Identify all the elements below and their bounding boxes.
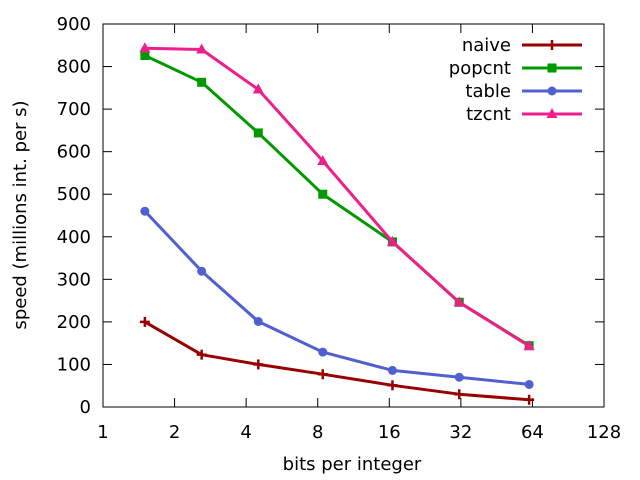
x-tick-label: 16 (378, 422, 401, 443)
y-tick-labels: 0 100 200 300 400 500 600 700 800 900 (57, 14, 91, 418)
data-point-naive (253, 359, 264, 370)
data-point-table (318, 347, 328, 357)
data-point-popcnt (318, 189, 328, 199)
legend-label-table: table (465, 81, 511, 102)
data-point-naive (139, 316, 150, 327)
y-tick-label: 0 (80, 397, 91, 418)
data-point-naive (196, 349, 207, 360)
data-point-popcnt (197, 77, 207, 87)
y-tick-label: 900 (57, 14, 91, 35)
data-point-table (387, 365, 397, 375)
data-point-tzcnt (317, 155, 329, 166)
data-point-tzcnt (196, 43, 208, 54)
x-tick-label: 2 (169, 422, 180, 443)
plot-frame (102, 23, 605, 408)
data-point-table (524, 379, 534, 389)
legend-marker-table (547, 86, 557, 96)
data-point-naive (524, 394, 535, 405)
x-tick-label: 128 (587, 422, 621, 443)
y-tick-label: 600 (57, 142, 91, 163)
series-tzcnt (139, 42, 535, 351)
legend-label-popcnt: popcnt (449, 58, 511, 79)
data-point-table (197, 266, 207, 276)
legend-marker-tzcnt (546, 108, 558, 118)
y-tick-label: 300 (57, 269, 91, 290)
y-tick-label: 500 (57, 184, 91, 205)
data-point-table (140, 206, 150, 216)
y-tick-label: 700 (57, 99, 91, 120)
x-tick-label: 8 (312, 422, 323, 443)
x-tick-labels: 1 2 4 8 16 32 64 128 (97, 422, 621, 443)
legend-label-tzcnt: tzcnt (466, 104, 511, 125)
series-naive (139, 316, 535, 405)
series-layer (139, 42, 535, 405)
y-tick-label: 100 (57, 354, 91, 375)
legend-marker-popcnt (547, 63, 557, 73)
data-point-tzcnt (386, 235, 398, 246)
data-point-tzcnt (252, 83, 264, 94)
data-point-tzcnt (523, 340, 535, 351)
x-tick-label: 4 (240, 422, 251, 443)
axis-ticks (102, 23, 605, 408)
data-point-popcnt (253, 128, 263, 138)
data-point-table (253, 316, 263, 326)
x-tick-label: 64 (521, 422, 544, 443)
x-tick-label: 1 (97, 422, 108, 443)
data-point-tzcnt (453, 296, 465, 307)
data-point-naive (454, 389, 465, 400)
y-tick-label: 800 (57, 57, 91, 78)
series-table (140, 206, 534, 389)
x-axis-label: bits per integer (283, 454, 422, 475)
x-tick-label: 32 (449, 422, 472, 443)
legend-label-naive: naive (462, 35, 511, 56)
y-tick-label: 400 (57, 227, 91, 248)
data-point-naive (387, 380, 398, 391)
y-tick-label: 200 (57, 312, 91, 333)
data-point-popcnt (140, 50, 150, 60)
data-point-tzcnt (139, 42, 151, 53)
series-line-naive (144, 320, 530, 402)
y-axis-label: speed (millions int. per s) (10, 100, 31, 329)
legend-marker-naive (547, 40, 557, 50)
data-point-naive (317, 369, 328, 380)
data-point-table (454, 372, 464, 382)
